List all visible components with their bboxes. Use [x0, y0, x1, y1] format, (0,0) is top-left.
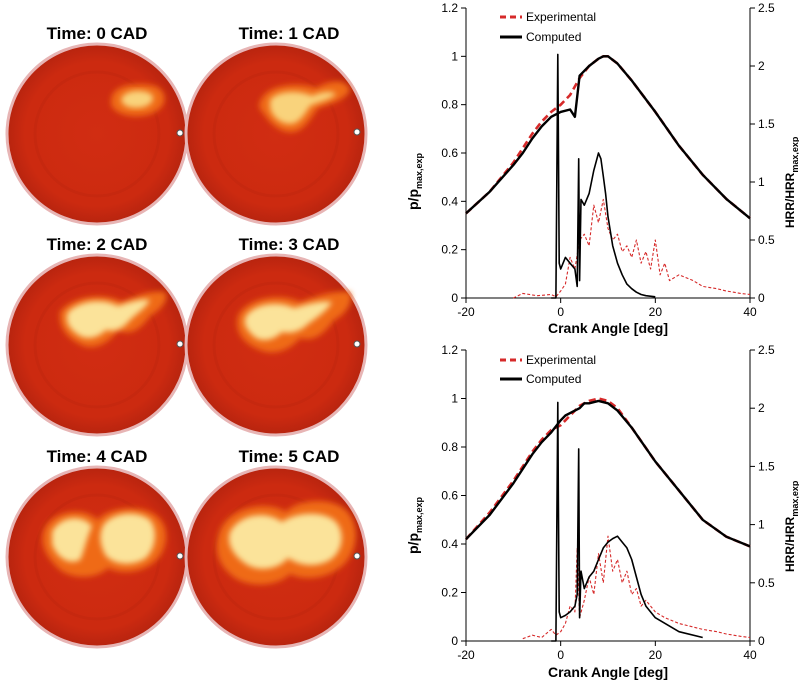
legend-item-computed: Computed: [526, 372, 581, 386]
y2-tick-label: 1: [758, 518, 765, 532]
y-axis-title-sub: max,exp: [414, 496, 424, 533]
x-tick-label: -20: [457, 648, 475, 662]
series-computed-hrr-line: [551, 53, 656, 299]
x-tick-label: 0: [557, 305, 564, 319]
svg-text:HRR/HRRmax,exp: HRR/HRRmax,exp: [783, 480, 799, 572]
chart-bottom-y2ticks: 0 0.5 1 1.5 2 2.5: [750, 343, 775, 648]
x-tick-label: -20: [457, 305, 475, 319]
y2-axis-title: HRR/HRRmax,exp: [783, 480, 799, 572]
y-tick-label: 0: [451, 291, 458, 305]
frame-1-title: Time: 1 CAD: [239, 24, 340, 43]
y2-axis-title-sub: max,exp: [790, 136, 799, 173]
frame-3: Time: 3 CAD: [184, 235, 368, 437]
series-computed-hrr-line: [551, 401, 703, 642]
y-tick-label: 0.4: [441, 194, 458, 208]
y2-tick-label: 2: [758, 401, 765, 415]
flame-snapshot-panel: Time: 0 CAD Time: 1 CAD Time: 2 CAD: [0, 0, 400, 685]
chart-bottom-yticks: 0 0.2 0.4 0.6 0.8 1 1.2: [441, 343, 466, 648]
frame-2-title: Time: 2 CAD: [47, 235, 148, 254]
frame-0: Time: 0 CAD: [5, 24, 189, 226]
y-tick-label: 1.2: [441, 343, 458, 357]
y-tick-label: 0.8: [441, 440, 458, 454]
y-axis-title-sub: max,exp: [414, 152, 424, 189]
y2-tick-label: 2.5: [758, 1, 775, 15]
x-tick-label: 40: [743, 648, 757, 662]
frame-4: Time: 4 CAD: [5, 447, 189, 649]
y-tick-label: 1.2: [441, 1, 458, 15]
y-tick-label: 1: [451, 49, 458, 63]
charts-column: 0 0.2 0.4 0.6 0.8 1 1.2 0 0.5 1 1.5 2 2.5 -20 0 20 40 …: [400, 0, 799, 685]
x-tick-label: 40: [743, 305, 757, 319]
frame-1: Time: 1 CAD: [184, 24, 368, 226]
y-axis-title-main: p/p: [405, 189, 421, 210]
y2-tick-label: 0: [758, 291, 765, 305]
chart-bottom-legend: Experimental Computed: [500, 353, 596, 386]
y-axis-title: p/pmax,exp: [405, 496, 424, 554]
y-tick-label: 0.2: [441, 243, 458, 257]
series-experimental-pressure-line: [465, 54, 751, 220]
frame-2-sparkplug-icon: [176, 340, 184, 348]
x-tick-label: 20: [649, 305, 663, 319]
series-experimental-hrr-line: [513, 198, 751, 299]
x-tick-label: 0: [557, 648, 564, 662]
chart-bottom-series: [465, 397, 751, 642]
x-axis-title: Crank Angle [deg]: [548, 320, 668, 336]
chart-bottom: 00.20.40.60.811.2 00.511.522.5 -20 0 20 40 …: [405, 343, 799, 680]
frame-4-sparkplug-icon: [176, 552, 184, 560]
y-tick-label: 0.4: [441, 537, 458, 551]
flame-snapshot-canvas: Time: 0 CAD Time: 1 CAD Time: 2 CAD: [5, 24, 368, 649]
y2-axis-title-main: HRR/HRR: [783, 516, 797, 572]
chart-top-yticks: 0 0.2 0.4 0.6 0.8 1 1.2: [441, 1, 466, 305]
chart-top-axes: [465, 8, 751, 299]
y2-tick-label: 2.5: [758, 343, 775, 357]
y2-tick-label: 2: [758, 59, 765, 73]
chart-bottom-axes: [465, 350, 751, 642]
legend-item-experimental: Experimental: [526, 353, 596, 367]
frame-4-title: Time: 4 CAD: [47, 447, 148, 466]
y-tick-label: 0.6: [441, 489, 458, 503]
frame-1-sparkplug-icon: [353, 128, 361, 136]
frame-5-sparkplug-icon: [353, 552, 361, 560]
chart-top: 00.20.40.60.811.2 00.511.522.5 -20 0 20 40 …: [405, 1, 799, 336]
series-computed-pressure-line: [465, 399, 751, 548]
y-tick-label: 0: [451, 634, 458, 648]
frame-5: Time: 5 CAD: [184, 447, 368, 649]
chart-top-xticks: -20 0 20 40: [457, 298, 757, 319]
x-tick-label: 20: [649, 648, 663, 662]
y2-tick-label: 1.5: [758, 117, 775, 131]
frame-5-title: Time: 5 CAD: [239, 447, 340, 466]
legend-item-computed: Computed: [526, 30, 581, 44]
frame-0-sparkplug-icon: [176, 129, 184, 137]
frame-2: Time: 2 CAD: [5, 235, 189, 437]
chart-bottom-xticks: -20 0 20 40: [457, 641, 757, 662]
y2-axis-title: HRR/HRRmax,exp: [783, 136, 799, 228]
svg-text:HRR/HRRmax,exp: HRR/HRRmax,exp: [783, 136, 799, 228]
svg-text:p/pmax,exp: p/pmax,exp: [405, 152, 424, 210]
y-axis-title: p/pmax,exp: [405, 152, 424, 210]
y-tick-label: 1: [451, 392, 458, 406]
frame-3-title: Time: 3 CAD: [239, 235, 340, 254]
y2-tick-label: 0.5: [758, 576, 775, 590]
series-experimental-hrr-line: [522, 535, 751, 640]
y-tick-label: 0.6: [441, 146, 458, 160]
y-tick-label: 0.2: [441, 586, 458, 600]
y-axis-title-main: p/p: [405, 533, 421, 554]
y2-tick-label: 0.5: [758, 233, 775, 247]
chart-top-legend: Experimental Computed: [500, 10, 596, 44]
y-tick-label: 0.8: [441, 98, 458, 112]
frame-0-title: Time: 0 CAD: [47, 24, 148, 43]
series-computed-pressure-line: [465, 55, 751, 220]
legend-item-experimental: Experimental: [526, 10, 596, 24]
x-axis-title: Crank Angle [deg]: [548, 664, 668, 680]
chart-top-series: [465, 53, 751, 299]
y2-tick-label: 0: [758, 634, 765, 648]
y2-tick-label: 1.5: [758, 459, 775, 473]
svg-text:p/pmax,exp: p/pmax,exp: [405, 496, 424, 554]
y2-axis-title-main: HRR/HRR: [783, 172, 797, 228]
y2-axis-title-sub: max,exp: [790, 480, 799, 517]
frame-3-sparkplug-icon: [353, 340, 361, 348]
y2-tick-label: 1: [758, 175, 765, 189]
chart-top-y2ticks: 0 0.5 1 1.5 2 2.5: [750, 1, 775, 305]
